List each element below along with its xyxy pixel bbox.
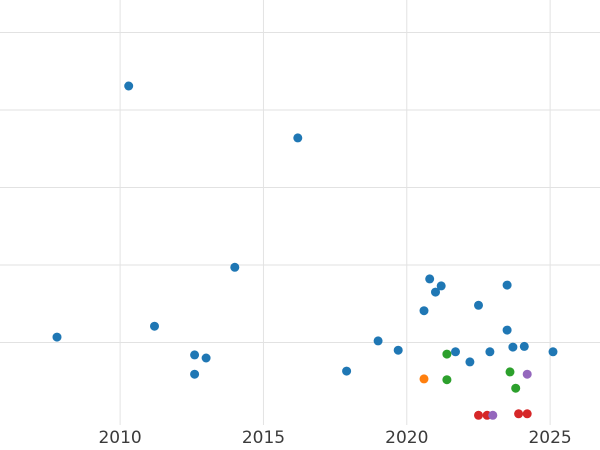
scatter-point-blue [190, 369, 200, 379]
scatter-point-blue [548, 347, 558, 357]
scatter-point-blue [419, 306, 429, 316]
scatter-point-blue [508, 342, 518, 352]
scatter-point-blue [502, 325, 512, 335]
scatter-point-red [474, 410, 483, 420]
scatter-point-green [511, 383, 521, 393]
scatter-point-blue [436, 281, 446, 291]
scatter-point-blue [201, 353, 211, 363]
scatter-point-blue [342, 366, 352, 376]
x-tick-label: 2010 [98, 428, 141, 448]
scatter-point-blue [393, 345, 403, 355]
scatter-point-blue [52, 332, 62, 342]
scatter-point-orange [419, 374, 429, 384]
scatter-point-purple [522, 369, 532, 379]
x-tick-label: 2015 [242, 428, 285, 448]
scatter-point-red [514, 409, 524, 419]
scatter-point-blue [293, 133, 303, 143]
scatter-point-blue [431, 287, 440, 297]
scatter-point-purple [488, 410, 498, 420]
scatter-point-blue [485, 347, 495, 357]
scatter-point-blue [474, 300, 483, 310]
scatter-point-blue [425, 274, 435, 284]
scatter-point-blue [124, 81, 134, 91]
scatter-point-blue [150, 321, 159, 331]
scatter-point-blue [465, 357, 475, 367]
scatter-point-green [505, 367, 515, 377]
scatter-point-green [442, 349, 452, 359]
scatter-point-green [442, 375, 452, 385]
scatter-point-red [522, 409, 532, 419]
x-tick-label: 2020 [385, 428, 428, 448]
scatter-point-blue [519, 341, 529, 351]
scatter-point-blue [502, 280, 512, 290]
x-tick-label: 2025 [528, 428, 571, 448]
scatter-point-blue [190, 350, 200, 360]
scatter-point-blue [230, 262, 240, 272]
scatter-point-blue [373, 336, 383, 346]
scatter-point-blue [451, 347, 460, 357]
